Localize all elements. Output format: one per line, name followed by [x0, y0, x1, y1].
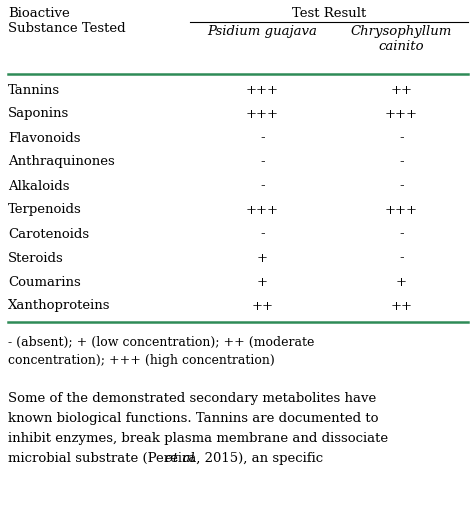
- Text: +: +: [396, 275, 407, 288]
- Text: et al: et al: [165, 452, 195, 465]
- Text: Test Result: Test Result: [292, 7, 366, 20]
- Text: +++: +++: [385, 108, 418, 120]
- Text: +++: +++: [246, 203, 279, 217]
- Text: microbial substrate (Pereira: microbial substrate (Pereira: [8, 452, 201, 465]
- Text: ++: ++: [391, 83, 412, 96]
- Text: Bioactive
Substance Tested: Bioactive Substance Tested: [8, 7, 126, 35]
- Text: Carotenoids: Carotenoids: [8, 227, 89, 241]
- Text: known biological functions. Tannins are documented to: known biological functions. Tannins are …: [8, 412, 379, 425]
- Text: - (absent); + (low concentration); ++ (moderate: - (absent); + (low concentration); ++ (m…: [8, 336, 314, 349]
- Text: Flavonoids: Flavonoids: [8, 132, 81, 144]
- Text: Some of the demonstrated secondary metabolites have: Some of the demonstrated secondary metab…: [8, 392, 376, 405]
- Text: Psidium guajava: Psidium guajava: [208, 25, 318, 38]
- Text: -: -: [399, 180, 404, 193]
- Text: +: +: [257, 251, 268, 265]
- Text: Alkaloids: Alkaloids: [8, 180, 70, 193]
- Text: Saponins: Saponins: [8, 108, 69, 120]
- Text: -: -: [260, 227, 265, 241]
- Text: Tannins: Tannins: [8, 83, 60, 96]
- Text: -: -: [260, 156, 265, 168]
- Text: -: -: [260, 132, 265, 144]
- Text: inhibit enzymes, break plasma membrane and dissociate: inhibit enzymes, break plasma membrane a…: [8, 432, 388, 445]
- Text: ++: ++: [252, 300, 273, 312]
- Text: Coumarins: Coumarins: [8, 275, 81, 288]
- Text: Terpenoids: Terpenoids: [8, 203, 82, 217]
- Text: -: -: [260, 180, 265, 193]
- Text: -: -: [399, 132, 404, 144]
- Text: concentration); +++ (high concentration): concentration); +++ (high concentration): [8, 354, 275, 367]
- Text: -: -: [399, 227, 404, 241]
- Text: Chrysophyllum
cainito: Chrysophyllum cainito: [351, 25, 452, 53]
- Text: ++: ++: [391, 300, 412, 312]
- Text: Steroids: Steroids: [8, 251, 64, 265]
- Text: +: +: [257, 275, 268, 288]
- Text: +++: +++: [246, 83, 279, 96]
- Text: ., 2015), an specific: ., 2015), an specific: [192, 452, 323, 465]
- Text: +++: +++: [385, 203, 418, 217]
- Text: Xanthoproteins: Xanthoproteins: [8, 300, 110, 312]
- Text: -: -: [399, 156, 404, 168]
- Text: Anthraquinones: Anthraquinones: [8, 156, 115, 168]
- Text: +++: +++: [246, 108, 279, 120]
- Text: -: -: [399, 251, 404, 265]
